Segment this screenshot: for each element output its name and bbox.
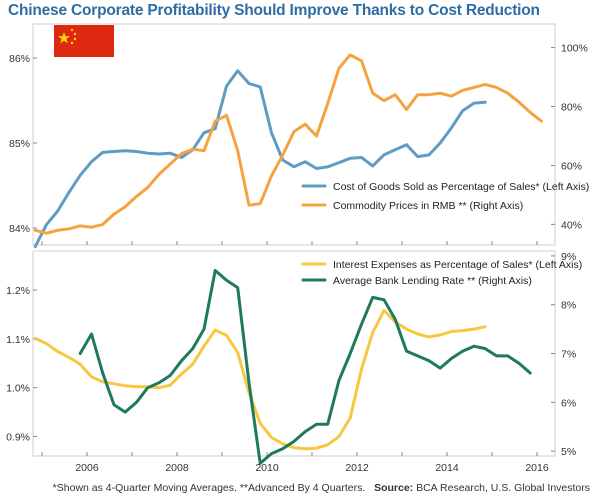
footnote: *Shown as 4-Quarter Moving Averages. **A… (0, 482, 600, 494)
panel-1-left-tick-label: 85% (9, 138, 30, 150)
panel-1-left-tick-label: 84% (9, 223, 30, 235)
panel-2-right-tick-label: 7% (561, 349, 576, 361)
panel-2-left-tick-label: 0.9% (6, 431, 30, 443)
legend-label-lending: Average Bank Lending Rate ** (Right Axis… (333, 275, 532, 287)
panel-2-left-tick-label: 1.1% (6, 334, 30, 346)
chart-title: Chinese Corporate Profitability Should I… (8, 2, 540, 19)
footnote-text: *Shown as 4-Quarter Moving Averages. **A… (52, 482, 366, 494)
legend-label-interest: Interest Expenses as Percentage of Sales… (333, 259, 582, 271)
series-line-lending (78, 269, 532, 465)
x-tick-label: 2014 (435, 462, 459, 474)
panel-1-frame (32, 23, 556, 246)
legend-label-cogs: Cost of Goods Sold as Percentage of Sale… (333, 181, 589, 193)
panel-1-right-tick-label: 100% (561, 43, 588, 55)
panel-2-left-tick-label: 1.0% (6, 383, 30, 395)
series-line-commodity (33, 53, 543, 235)
source-text: BCA Research, U.S. Global Investors (416, 482, 590, 494)
panel-2-right-tick-label: 6% (561, 397, 576, 409)
panel-1-right-tick-label: 60% (561, 160, 582, 172)
series-line-interest (33, 309, 487, 451)
china-flag-icon (54, 25, 114, 57)
x-tick-label: 2008 (165, 462, 189, 474)
panel-2-left-tick-label: 1.2% (6, 285, 30, 297)
x-tick-label: 2006 (75, 462, 99, 474)
x-tick-label: 2010 (255, 462, 279, 474)
x-tick-label: 2016 (525, 462, 549, 474)
panel-1-right-tick-label: 40% (561, 219, 582, 231)
panel-2-right-tick-label: 5% (561, 446, 576, 458)
source-label: Source: (374, 482, 414, 494)
panel-1-right-tick-label: 80% (561, 102, 582, 114)
legend-label-commodity: Commodity Prices in RMB ** (Right Axis) (333, 200, 523, 212)
panel-1-left-tick-label: 86% (9, 53, 30, 65)
x-tick-label: 2012 (345, 462, 369, 474)
panel-2-right-tick-label: 9% (561, 251, 576, 263)
series-line-cogs (33, 69, 487, 249)
panel-2-right-tick-label: 8% (561, 300, 576, 312)
